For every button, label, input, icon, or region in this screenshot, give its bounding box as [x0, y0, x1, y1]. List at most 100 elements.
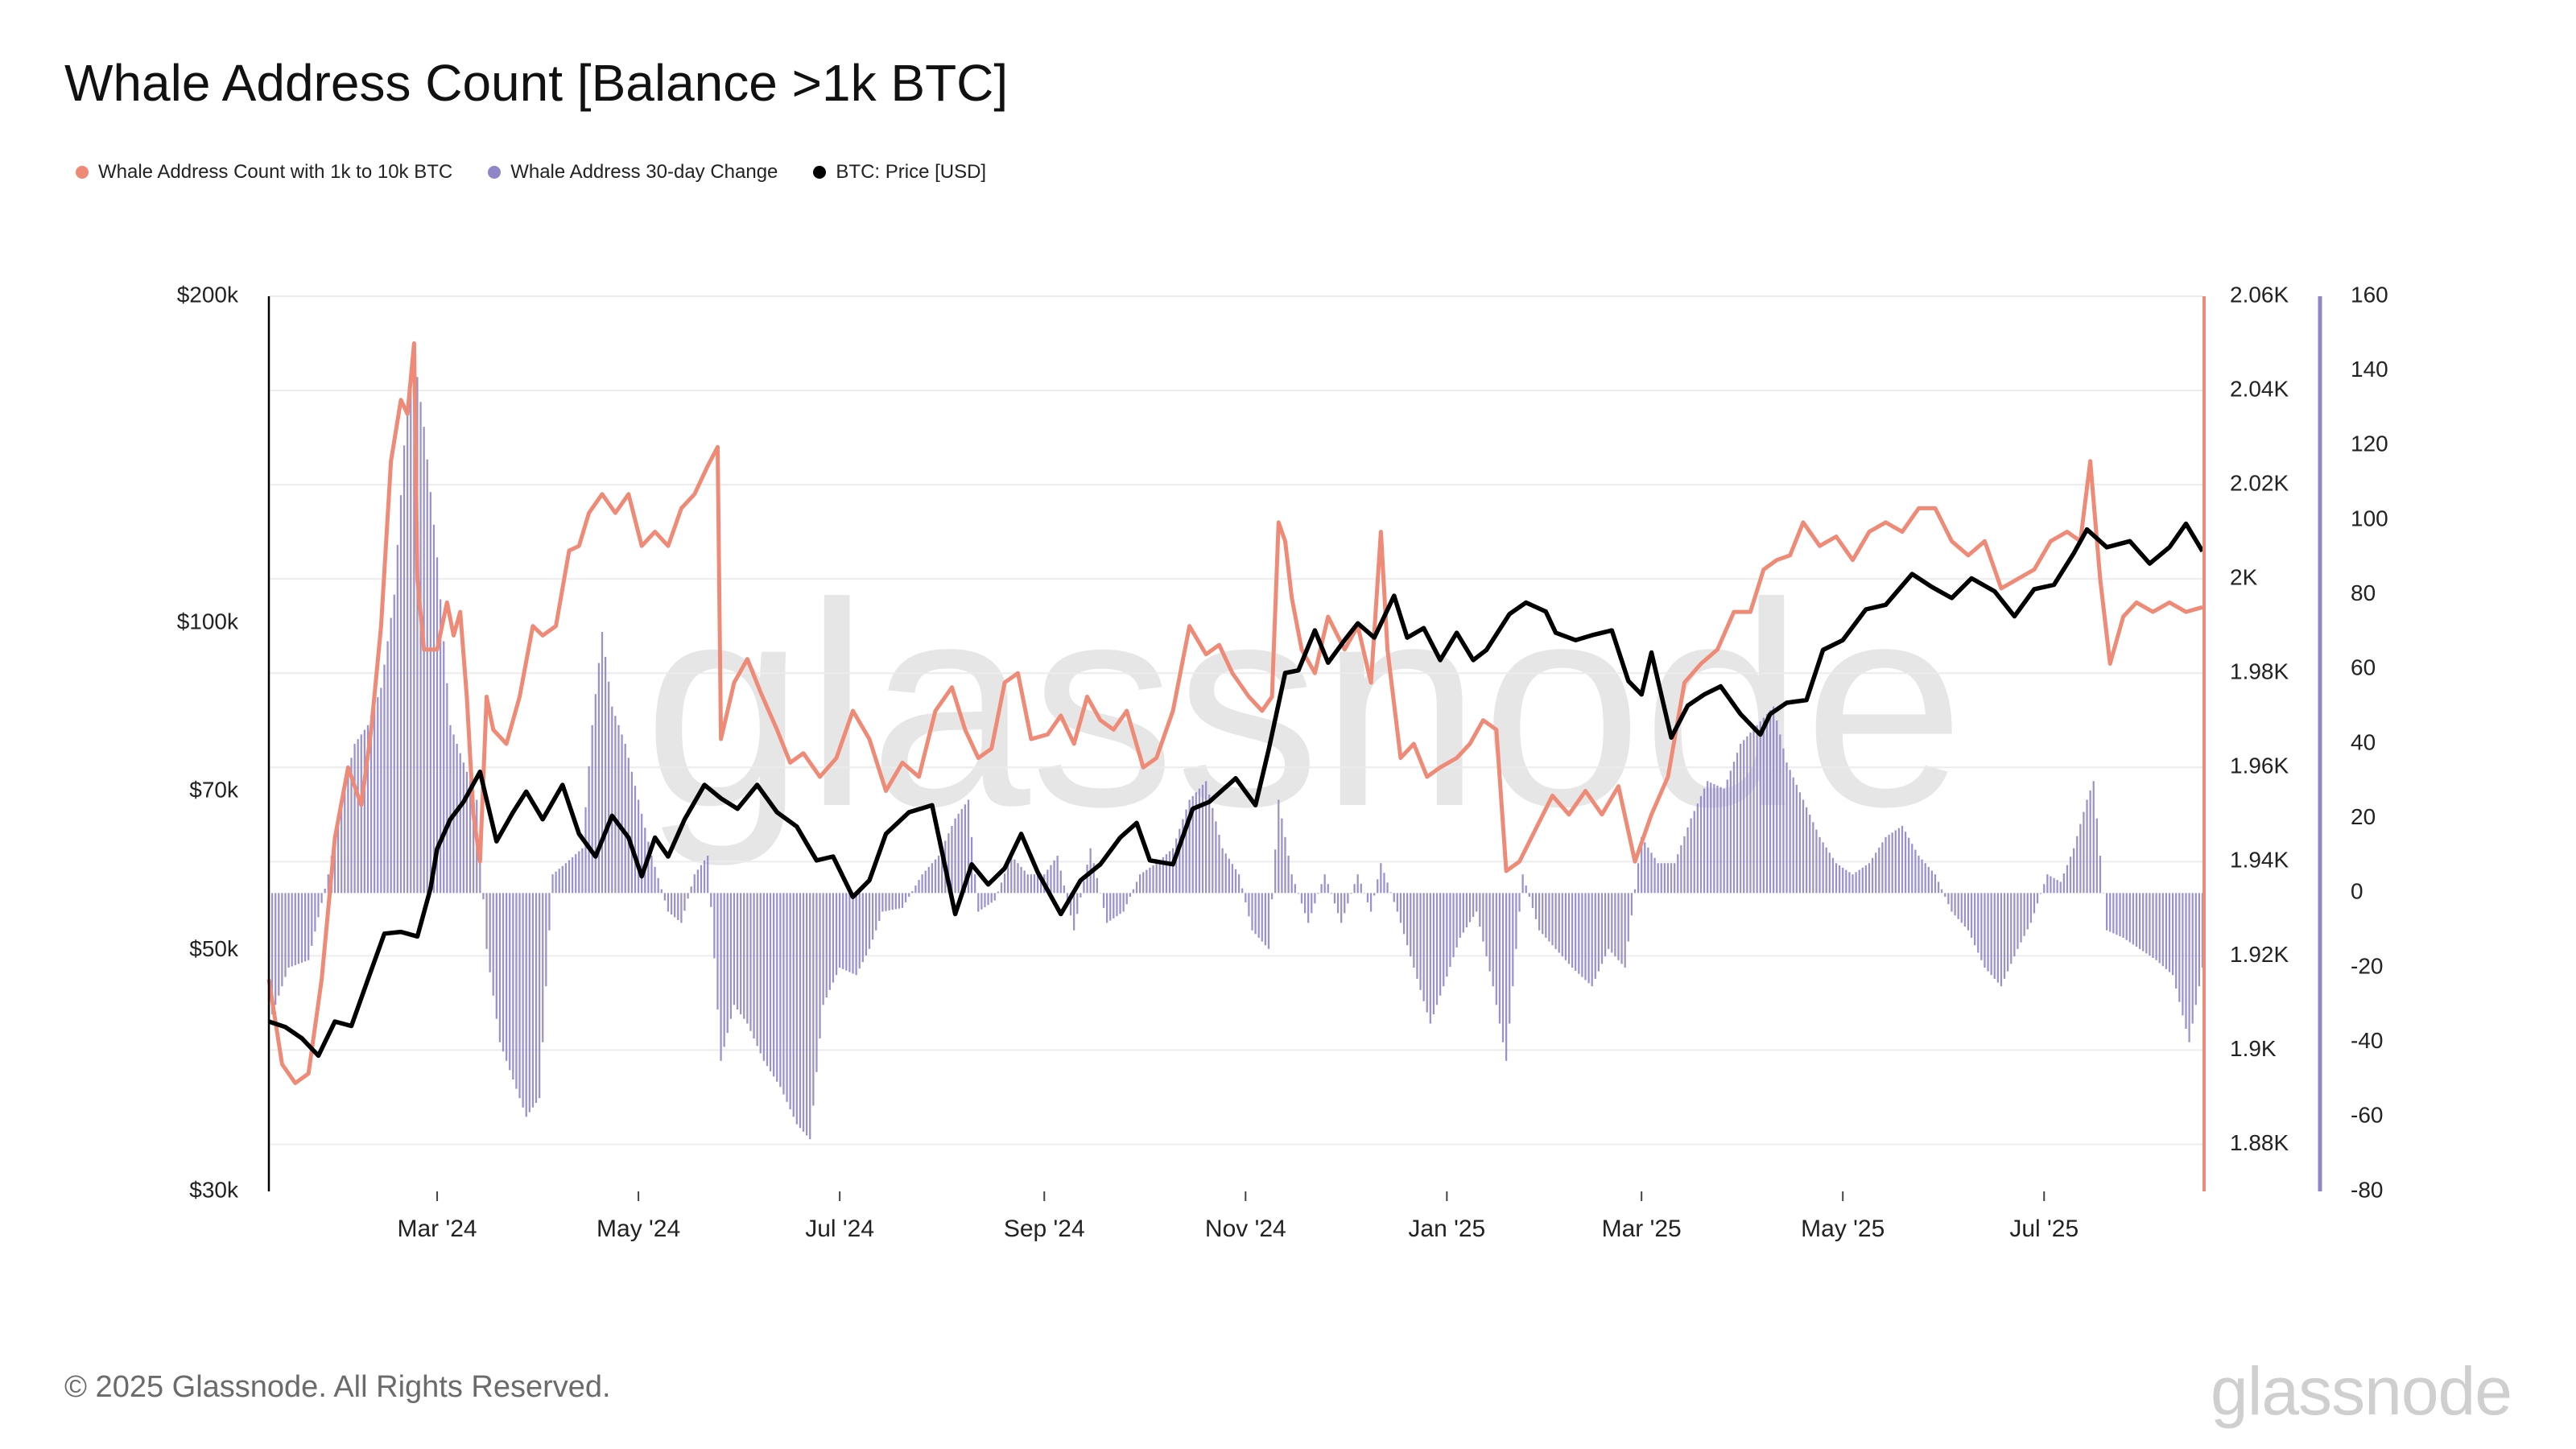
change-bar: [604, 656, 607, 894]
price-tick-label: $200k: [177, 282, 239, 307]
change-bar: [1106, 893, 1108, 923]
legend-item-btc-price[interactable]: BTC: Price [USD]: [813, 161, 986, 184]
change-bar: [1901, 825, 1904, 894]
change-bar: [270, 893, 274, 1014]
change-bar: [769, 893, 772, 1071]
change-bar: [2059, 881, 2062, 894]
change-bar: [2010, 893, 2013, 964]
change-bar: [1171, 848, 1174, 894]
change-bar: [2122, 893, 2124, 938]
change-bar: [502, 893, 505, 1052]
change-bar: [2099, 856, 2102, 894]
change-bar: [1732, 762, 1736, 894]
change-bar: [766, 893, 769, 1067]
change-bar: [878, 893, 881, 922]
change-tick-label: 0: [2351, 879, 2363, 904]
change-bar: [1402, 893, 1406, 935]
change-bar: [1858, 869, 1860, 894]
change-bar: [473, 790, 475, 894]
change-bar: [1410, 893, 1412, 957]
x-tick-label: Mar '24: [397, 1216, 477, 1242]
change-bar: [308, 893, 310, 960]
change-bar: [300, 893, 303, 963]
change-bar: [1129, 893, 1131, 897]
change-bar: [1765, 713, 1769, 894]
change-bar: [743, 893, 745, 1019]
change-bar: [1977, 893, 1979, 953]
change-bar: [2191, 893, 2194, 1024]
change-bar: [571, 857, 574, 894]
change-bar: [374, 706, 376, 894]
change-bar: [2003, 893, 2006, 979]
change-bar: [311, 893, 313, 946]
change-bar: [716, 893, 719, 1010]
change-bar: [1835, 863, 1838, 894]
change-bar: [1267, 893, 1270, 949]
change-bar: [601, 632, 604, 894]
change-tick-label: 140: [2351, 357, 2388, 382]
change-bar: [2089, 790, 2091, 894]
change-tick-label: 40: [2351, 729, 2376, 754]
change-bar: [1710, 782, 1712, 894]
change-bar: [2175, 893, 2178, 989]
change-bar: [1752, 729, 1755, 894]
change-bar: [703, 860, 706, 894]
count-tick-label: 2.04K: [2230, 376, 2289, 401]
change-bar: [291, 893, 293, 967]
change-bar: [2116, 893, 2118, 935]
change-bar: [522, 893, 524, 1108]
change-bar: [984, 893, 986, 907]
change-bar: [2161, 893, 2164, 967]
change-bar: [1809, 815, 1811, 894]
change-bar: [1927, 866, 1930, 894]
change-bar: [1756, 724, 1758, 894]
change-bar: [865, 893, 868, 956]
change-bar: [581, 848, 584, 894]
change-bar: [812, 893, 815, 1106]
change-bar: [575, 854, 577, 894]
change-tick-label: -40: [2351, 1028, 2383, 1053]
change-bar: [792, 893, 795, 1117]
change-bar: [987, 893, 989, 906]
change-bar: [564, 863, 568, 894]
change-bar: [1743, 740, 1745, 894]
change-bar: [1215, 821, 1217, 894]
legend-item-whale-change[interactable]: Whale Address 30-day Change: [488, 161, 778, 184]
change-bar: [2132, 893, 2135, 945]
change-bar: [1116, 893, 1118, 917]
change-bar: [1674, 863, 1676, 894]
change-bar: [1564, 893, 1567, 960]
legend: Whale Address Count with 1k to 10k BTC W…: [76, 161, 986, 184]
change-bar: [1515, 893, 1517, 949]
legend-item-whale-count[interactable]: Whale Address Count with 1k to 10k BTC: [76, 161, 452, 184]
change-bar: [1086, 865, 1088, 894]
change-bar: [1802, 799, 1805, 894]
change-bar: [1416, 893, 1418, 979]
change-bar: [1056, 856, 1059, 894]
change-bar: [1036, 874, 1039, 894]
change-bar: [561, 865, 564, 894]
change-bar: [369, 716, 373, 894]
change-bar: [1000, 882, 1003, 894]
change-bar: [413, 352, 415, 894]
change-bar: [1611, 893, 1613, 953]
change-bar: [1729, 770, 1732, 894]
change-bar: [954, 818, 956, 894]
change-bar: [1380, 863, 1382, 894]
change-bar: [1013, 859, 1016, 894]
change-bar: [773, 893, 775, 1077]
change-bar: [1881, 842, 1884, 894]
change-bar: [868, 893, 871, 949]
change-bar: [1990, 893, 1992, 976]
change-bar: [1099, 893, 1102, 894]
change-bar: [1782, 748, 1785, 894]
change-bar: [980, 893, 983, 910]
change-bar: [363, 729, 365, 894]
change-bar: [1030, 874, 1032, 894]
change-bar: [542, 893, 544, 1042]
change-bar: [1597, 893, 1600, 972]
change-bar: [1191, 795, 1194, 894]
change-bar: [1663, 863, 1666, 894]
change-bar: [1726, 779, 1728, 894]
change-bar: [838, 893, 841, 968]
